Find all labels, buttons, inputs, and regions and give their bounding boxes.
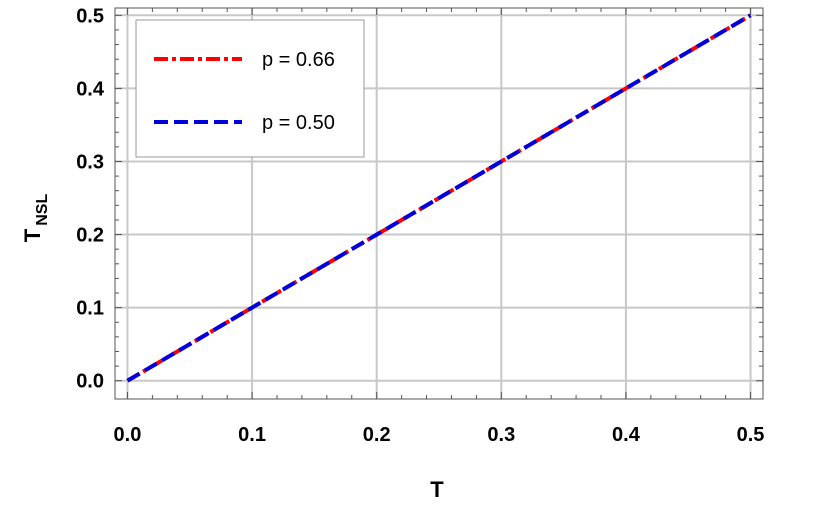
y-tick-label: 0.0 [76,371,104,393]
x-tick-label: 0.5 [737,424,765,446]
y-tick-labels: 0.0 0.1 0.2 0.3 0.4 0.5 [76,5,105,392]
x-tick-label: 0.4 [612,424,641,446]
y-axis-title-main: T [20,228,45,242]
x-tick-labels: 0.0 0.1 0.2 0.3 0.4 0.5 [114,424,765,446]
x-axis-title: T [430,477,444,502]
legend-box [135,19,365,158]
y-axis-title-subscript: NSL [34,194,51,226]
x-tick-label: 0.3 [487,424,515,446]
legend-label-p050: p = 0.50 [262,112,335,134]
x-tick-label: 0.0 [114,424,142,446]
plot-frame [114,7,764,400]
series-line-1 [126,13,752,383]
legend: p = 0.66 p = 0.50 [135,19,365,158]
minor-ticks [115,8,763,399]
series-lines [126,13,752,383]
y-tick-label: 0.2 [76,225,104,247]
y-tick-label: 0.5 [76,5,104,27]
y-tick-label: 0.3 [76,151,104,173]
x-tick-label: 0.1 [238,424,266,446]
x-tick-label: 0.2 [363,424,391,446]
y-axis-title: T NSL [20,194,51,243]
legend-label-p066: p = 0.66 [262,49,335,71]
y-tick-label: 0.1 [76,298,104,320]
y-tick-label: 0.4 [76,78,105,100]
